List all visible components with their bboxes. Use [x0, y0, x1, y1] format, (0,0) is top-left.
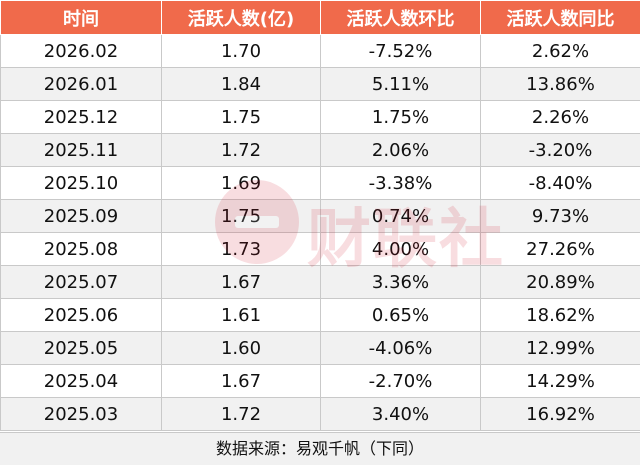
cell-mom: -3.38% — [320, 166, 481, 200]
table-header: 时间 活跃人数(亿) 活跃人数环比 活跃人数同比 — [0, 0, 640, 35]
cell-yoy: 14.29% — [480, 364, 640, 398]
cell-active-users: 1.75 — [161, 199, 321, 233]
table-row: 2025.08 1.73 4.00% 27.26% — [0, 232, 640, 266]
cell-active-users: 1.67 — [161, 364, 321, 398]
cell-yoy: 20.89% — [480, 265, 640, 299]
cell-time: 2026.01 — [0, 67, 162, 101]
column-header-time: 时间 — [0, 0, 162, 35]
cell-active-users: 1.75 — [161, 100, 321, 134]
cell-yoy: 2.26% — [480, 100, 640, 134]
cell-time: 2025.12 — [0, 100, 162, 134]
cell-mom: 1.75% — [320, 100, 481, 134]
cell-yoy: 18.62% — [480, 298, 640, 332]
source-note: 数据来源：易观千帆（下同） — [0, 432, 640, 465]
table-row: 2025.09 1.75 0.74% 9.73% — [0, 199, 640, 233]
cell-time: 2025.09 — [0, 199, 162, 233]
cell-time: 2025.08 — [0, 232, 162, 266]
cell-time: 2025.05 — [0, 331, 162, 365]
cell-active-users: 1.72 — [161, 397, 321, 431]
cell-time: 2025.07 — [0, 265, 162, 299]
cell-yoy: 13.86% — [480, 67, 640, 101]
column-header-mom: 活跃人数环比 — [320, 0, 481, 35]
cell-active-users: 1.60 — [161, 331, 321, 365]
cell-mom: 4.00% — [320, 232, 481, 266]
cell-time: 2025.06 — [0, 298, 162, 332]
cell-mom: -7.52% — [320, 34, 481, 68]
cell-time: 2025.10 — [0, 166, 162, 200]
cell-active-users: 1.72 — [161, 133, 321, 167]
cell-mom: 3.40% — [320, 397, 481, 431]
cell-yoy: 2.62% — [480, 34, 640, 68]
cell-yoy: 12.99% — [480, 331, 640, 365]
cell-time: 2025.03 — [0, 397, 162, 431]
cell-active-users: 1.61 — [161, 298, 321, 332]
table-row: 2025.12 1.75 1.75% 2.26% — [0, 100, 640, 134]
column-header-active-users: 活跃人数(亿) — [161, 0, 321, 35]
cell-yoy: -3.20% — [480, 133, 640, 167]
cell-mom: -4.06% — [320, 331, 481, 365]
table-row: 2025.04 1.67 -2.70% 14.29% — [0, 364, 640, 398]
cell-mom: 0.65% — [320, 298, 481, 332]
table-row: 2025.07 1.67 3.36% 20.89% — [0, 265, 640, 299]
cell-mom: 3.36% — [320, 265, 481, 299]
table-row: 2025.05 1.60 -4.06% 12.99% — [0, 331, 640, 365]
table-row: 2026.01 1.84 5.11% 13.86% — [0, 67, 640, 101]
table-row: 2025.10 1.69 -3.38% -8.40% — [0, 166, 640, 200]
column-header-yoy: 活跃人数同比 — [480, 0, 640, 35]
data-table: 时间 活跃人数(亿) 活跃人数环比 活跃人数同比 2026.02 1.70 -7.5… — [0, 0, 640, 431]
cell-yoy: 27.26% — [480, 232, 640, 266]
cell-mom: 2.06% — [320, 133, 481, 167]
cell-mom: 0.74% — [320, 199, 481, 233]
cell-time: 2025.04 — [0, 364, 162, 398]
cell-time: 2025.11 — [0, 133, 162, 167]
table-row: 2025.03 1.72 3.40% 16.92% — [0, 397, 640, 431]
table-body: 2026.02 1.70 -7.52% 2.62% 2026.01 1.84 5.11% 13… — [0, 34, 640, 431]
cell-mom: 5.11% — [320, 67, 481, 101]
cell-yoy: 16.92% — [480, 397, 640, 431]
cell-yoy: -8.40% — [480, 166, 640, 200]
cell-active-users: 1.84 — [161, 67, 321, 101]
cell-active-users: 1.70 — [161, 34, 321, 68]
cell-time: 2026.02 — [0, 34, 162, 68]
cell-yoy: 9.73% — [480, 199, 640, 233]
cell-mom: -2.70% — [320, 364, 481, 398]
header-row: 时间 活跃人数(亿) 活跃人数环比 活跃人数同比 — [0, 0, 640, 35]
cell-active-users: 1.73 — [161, 232, 321, 266]
table-row: 2025.06 1.61 0.65% 18.62% — [0, 298, 640, 332]
table-row: 2026.02 1.70 -7.52% 2.62% — [0, 34, 640, 68]
cell-active-users: 1.69 — [161, 166, 321, 200]
table-row: 2025.11 1.72 2.06% -3.20% — [0, 133, 640, 167]
cell-active-users: 1.67 — [161, 265, 321, 299]
